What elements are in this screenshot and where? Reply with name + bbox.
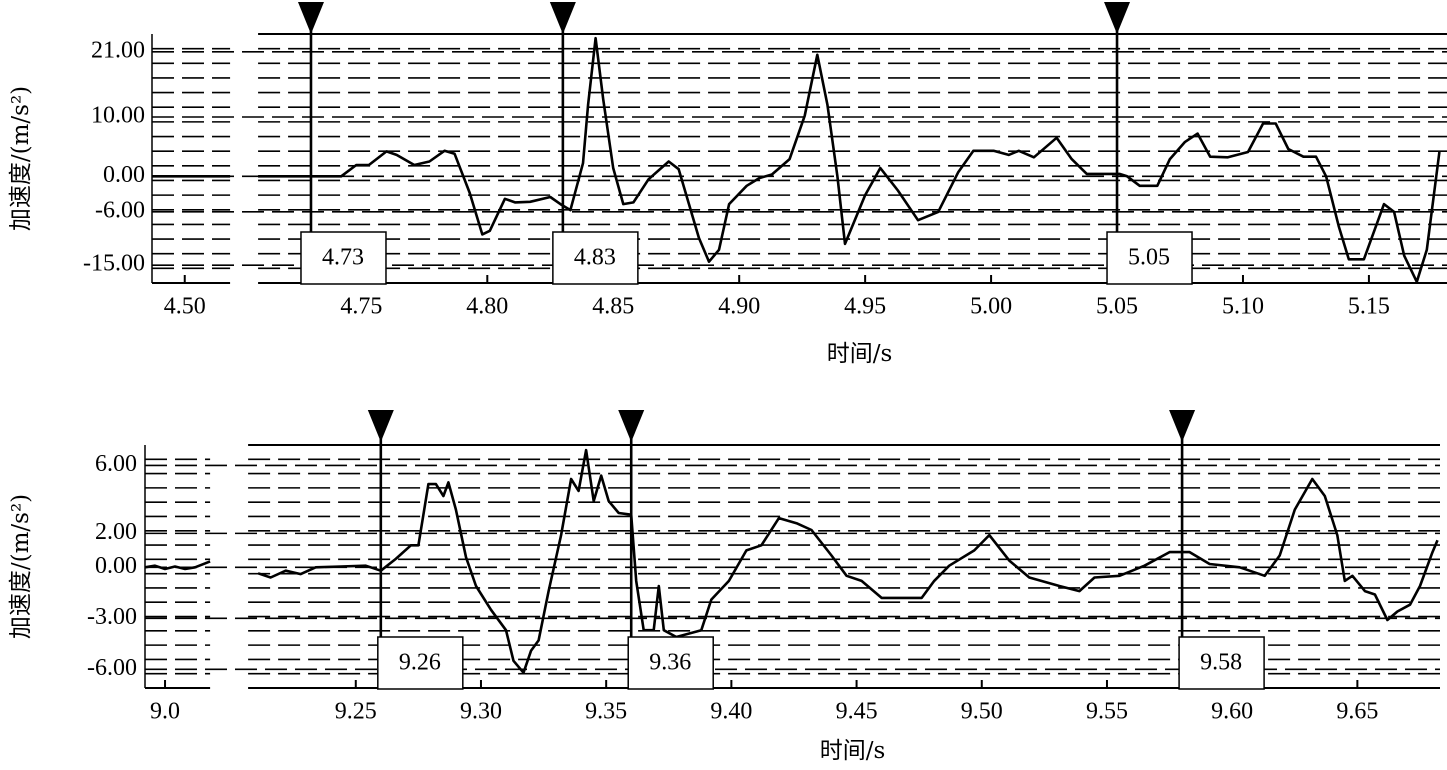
x-tick-label: 9.35 <box>585 699 627 725</box>
x-tick-label: 4.90 <box>718 294 760 320</box>
x-tick-label: 9.25 <box>335 699 377 725</box>
marker-triangle <box>1104 2 1131 34</box>
x-tick-label: 5.10 <box>1222 294 1264 320</box>
y-tick-label: 0.00 <box>103 162 145 188</box>
marker-label: 4.73 <box>322 245 364 271</box>
y-tick-label: 6.00 <box>95 451 137 477</box>
x-tick-label: 4.95 <box>844 294 886 320</box>
marker-label: 9.36 <box>649 650 691 676</box>
marker-box <box>1178 636 1265 690</box>
marker-triangle <box>549 2 576 34</box>
marker-triangle <box>618 410 645 442</box>
y-tick-label: 0.00 <box>95 553 137 579</box>
x-tick-label: 9.50 <box>961 699 1003 725</box>
x-tick-label: 4.85 <box>592 294 634 320</box>
y-tick-label: -6.00 <box>95 197 145 223</box>
y-tick-label: -6.00 <box>87 655 137 681</box>
data-line <box>152 36 1441 284</box>
marker-box <box>377 636 464 690</box>
marker-box <box>1106 231 1193 285</box>
x-tick-label: 4.80 <box>466 294 508 320</box>
marker-label: 9.26 <box>399 650 441 676</box>
y-axis-label: 加速度/(m/s²) <box>8 86 34 231</box>
x-axis-label: 时间/s <box>827 341 893 367</box>
x-tick-label: 4.50 <box>164 294 206 320</box>
marker-box <box>552 231 639 285</box>
x-tick-label: 4.75 <box>340 294 382 320</box>
marker-triangle <box>297 2 324 34</box>
x-tick-label: 9.40 <box>710 699 752 725</box>
x-tick-label: 5.00 <box>970 294 1012 320</box>
y-tick-label: -15.00 <box>83 251 145 277</box>
marker-label: 9.58 <box>1200 650 1242 676</box>
marker-label: 5.05 <box>1128 245 1170 271</box>
x-axis-label: 时间/s <box>820 738 886 764</box>
x-tick-label: 9.0 <box>150 699 180 725</box>
data-line <box>144 448 1439 674</box>
y-tick-label: 10.00 <box>91 103 145 129</box>
marker-box <box>300 231 387 285</box>
y-axis-label: 加速度/(m/s²) <box>8 494 34 639</box>
x-tick-label: 9.60 <box>1211 699 1253 725</box>
marker-label: 4.83 <box>574 245 616 271</box>
x-tick-label: 9.65 <box>1336 699 1378 725</box>
y-tick-label: -3.00 <box>87 604 137 630</box>
y-tick-label: 21.00 <box>91 37 145 63</box>
marker-triangle <box>1169 410 1196 442</box>
x-tick-label: 9.55 <box>1086 699 1128 725</box>
x-tick-label: 5.15 <box>1348 294 1390 320</box>
marker-triangle <box>367 410 394 442</box>
x-tick-label: 9.30 <box>460 699 502 725</box>
x-tick-label: 9.45 <box>836 699 878 725</box>
y-tick-label: 2.00 <box>95 519 137 545</box>
marker-box <box>627 636 714 690</box>
x-tick-label: 5.05 <box>1096 294 1138 320</box>
